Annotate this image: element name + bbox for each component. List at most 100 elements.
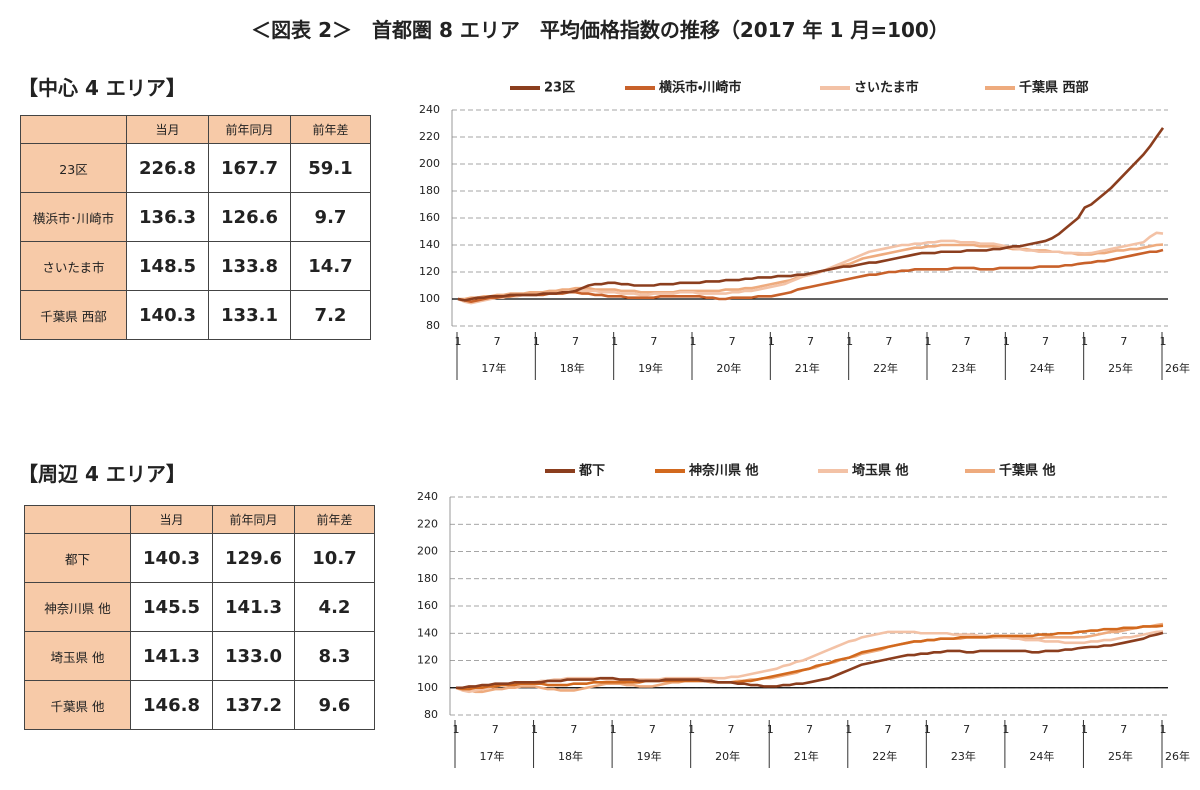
value-cell: 137.2 — [212, 680, 295, 730]
x-tick-label: 1 — [610, 723, 617, 736]
value-cell: 136.3 — [126, 192, 209, 242]
x-tick-label: 1 — [533, 335, 540, 348]
value-cell: 7.2 — [290, 290, 371, 340]
y-tick-label: 200 — [417, 545, 438, 558]
value-cell: 141.3 — [130, 631, 213, 681]
table-row: 埼玉県 他 141.3 133.0 8.3 — [24, 631, 375, 681]
x-tick-label: 7 — [572, 335, 579, 348]
value-cell: 140.3 — [130, 533, 213, 583]
year-label: 20年 — [716, 361, 741, 375]
year-label: 26年 — [1165, 749, 1190, 763]
y-tick-label: 220 — [417, 517, 438, 530]
year-label: 26年 — [1165, 361, 1190, 375]
legend-text: 千葉県 西部 — [1019, 80, 1089, 96]
x-tick-label: 7 — [570, 723, 577, 736]
x-tick-label: 1 — [1003, 335, 1010, 348]
legend-text: さいたま市 — [854, 80, 919, 96]
y-tick-label: 120 — [419, 265, 440, 278]
corner-cell — [24, 505, 131, 534]
value-cell: 133.1 — [208, 290, 291, 340]
value-cell: 226.8 — [126, 143, 209, 193]
value-cell: 14.7 — [290, 241, 371, 291]
legend-text: 23区 — [544, 81, 575, 96]
y-tick-label: 120 — [417, 654, 438, 667]
header-cell: 前年差 — [290, 115, 371, 144]
year-label: 17年 — [481, 361, 506, 375]
header-cell: 当月 — [126, 115, 209, 144]
y-tick-label: 100 — [417, 681, 438, 694]
header-cell: 当月 — [130, 505, 213, 534]
data-table: 当月 前年同月 前年差 都下 140.3 129.6 10.7 神奈川県 他 145.5 141.… — [24, 505, 375, 730]
row-label: 23区 — [20, 143, 127, 193]
x-tick-label: 7 — [492, 723, 499, 736]
legend-text: 千葉県 他 — [999, 463, 1056, 479]
x-tick-label: 7 — [649, 723, 656, 736]
row-label: さいたま市 — [20, 241, 127, 291]
value-cell: 9.6 — [294, 680, 375, 730]
value-cell: 167.7 — [208, 143, 291, 193]
header-cell: 前年差 — [294, 505, 375, 534]
value-cell: 145.5 — [130, 582, 213, 632]
x-tick-label: 1 — [924, 723, 931, 736]
x-tick-label: 1 — [688, 723, 695, 736]
y-tick-label: 180 — [419, 184, 440, 197]
section-heading: 【周辺 4 エリア】 — [18, 462, 186, 486]
value-cell: 148.5 — [126, 241, 209, 291]
year-label: 22年 — [872, 749, 897, 763]
x-tick-label: 7 — [727, 723, 734, 736]
y-tick-label: 100 — [419, 292, 440, 305]
legend-text: 神奈川県 他 — [688, 463, 759, 479]
x-tick-label: 1 — [846, 335, 853, 348]
x-tick-label: 1 — [1081, 335, 1088, 348]
y-tick-label: 160 — [419, 211, 440, 224]
y-tick-label: 80 — [426, 319, 440, 332]
value-cell: 133.0 — [212, 631, 295, 681]
x-tick-label: 1 — [1081, 723, 1088, 736]
x-tick-label: 1 — [455, 335, 462, 348]
x-tick-label: 7 — [807, 335, 814, 348]
row-label: 都下 — [24, 533, 131, 583]
row-label: 神奈川県 他 — [24, 582, 131, 632]
header-row: 当月 前年同月 前年差 — [24, 505, 375, 534]
y-tick-label: 240 — [417, 490, 438, 503]
table-row: 千葉県 西部 140.3 133.1 7.2 — [20, 290, 371, 340]
corner-cell — [20, 115, 127, 144]
x-tick-label: 1 — [1160, 723, 1167, 736]
value-cell: 10.7 — [294, 533, 375, 583]
year-label: 23年 — [951, 361, 976, 375]
x-tick-label: 1 — [768, 335, 775, 348]
row-label: 千葉県 西部 — [20, 290, 127, 340]
year-label: 20年 — [715, 749, 740, 763]
table-row: 都下 140.3 129.6 10.7 — [24, 533, 375, 583]
value-cell: 129.6 — [212, 533, 295, 583]
header-cell: 前年同月 — [212, 505, 295, 534]
x-tick-label: 7 — [1042, 335, 1049, 348]
year-label: 24年 — [1030, 361, 1055, 375]
year-label: 24年 — [1029, 749, 1054, 763]
table-row: 23区 226.8 167.7 59.1 — [20, 143, 371, 193]
year-label: 19年 — [638, 361, 663, 375]
series-line — [457, 248, 1164, 303]
year-label: 22年 — [873, 361, 898, 375]
year-label: 18年 — [558, 749, 583, 763]
y-tick-label: 160 — [417, 599, 438, 612]
table-row: 横浜市･川崎市 136.3 126.6 9.7 — [20, 192, 371, 242]
table-row: 神奈川県 他 145.5 141.3 4.2 — [24, 582, 375, 632]
year-label: 21年 — [795, 361, 820, 375]
legend-text: 横浜市・川崎市 — [659, 80, 741, 96]
row-label: 横浜市･川崎市 — [20, 192, 127, 242]
legend-text: 埼玉県 他 — [852, 463, 909, 479]
x-tick-label: 1 — [1160, 335, 1167, 348]
x-tick-label: 1 — [690, 335, 697, 348]
x-tick-label: 7 — [963, 723, 970, 736]
x-tick-label: 1 — [925, 335, 932, 348]
x-tick-label: 1 — [1002, 723, 1009, 736]
y-tick-label: 240 — [419, 103, 440, 116]
value-cell: 141.3 — [212, 582, 295, 632]
row-label: 千葉県 他 — [24, 680, 131, 730]
x-tick-label: 7 — [885, 335, 892, 348]
y-tick-label: 140 — [417, 626, 438, 639]
x-tick-label: 7 — [806, 723, 813, 736]
x-tick-label: 7 — [885, 723, 892, 736]
